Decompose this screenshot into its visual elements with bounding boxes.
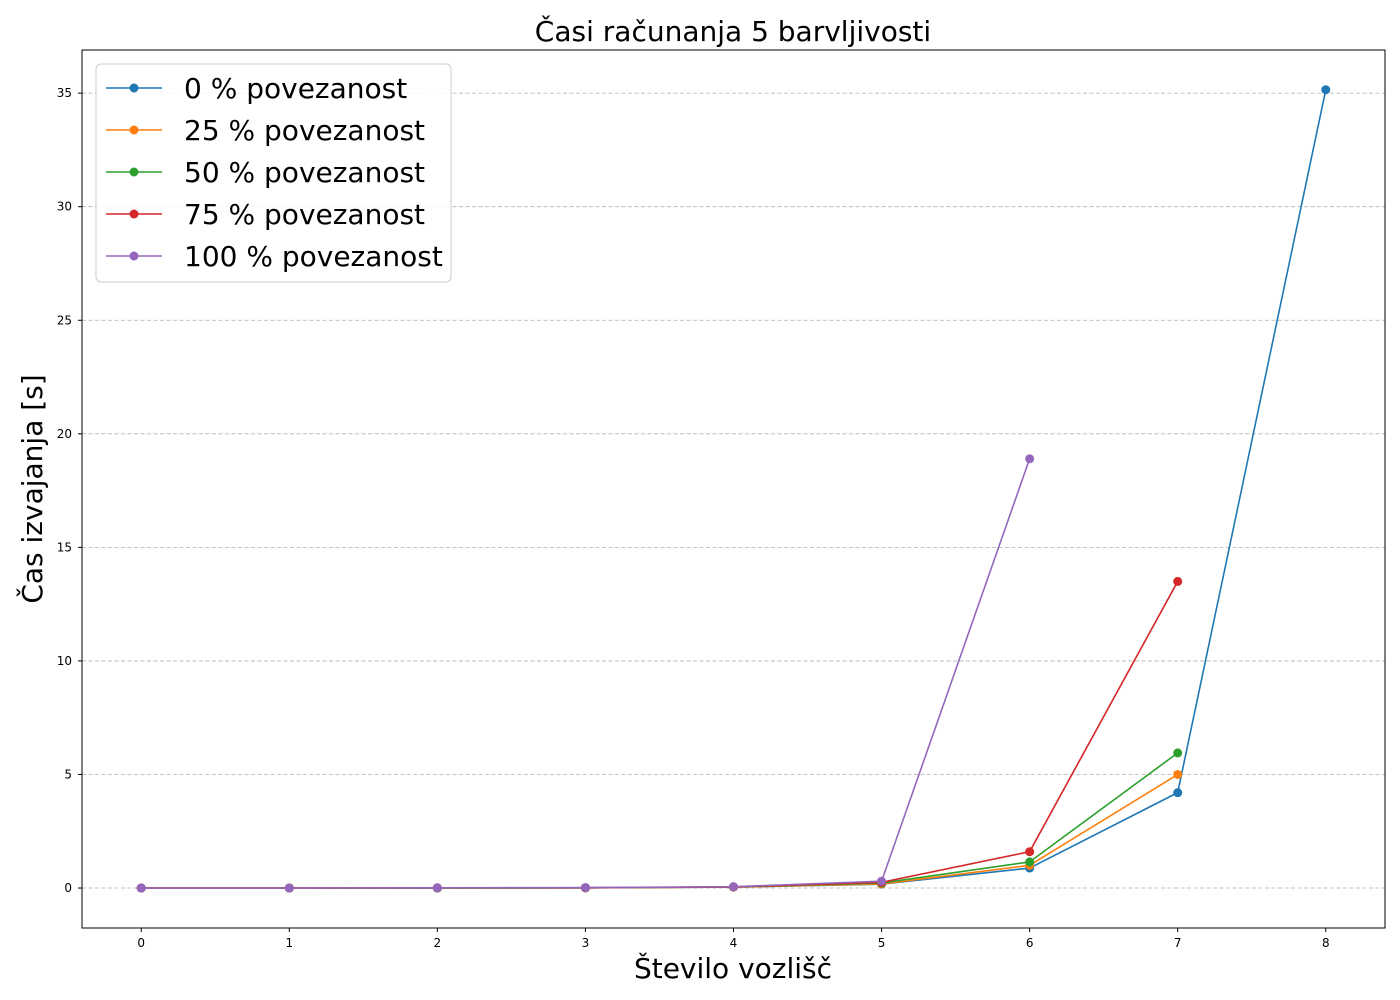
data-point bbox=[580, 883, 590, 893]
y-tick-label: 0 bbox=[64, 881, 72, 895]
legend-marker bbox=[129, 125, 139, 135]
legend-label: 75 % povezanost bbox=[184, 198, 425, 231]
x-tick-label: 4 bbox=[730, 936, 738, 950]
legend-item: 75 % povezanost bbox=[106, 198, 425, 231]
legend-label: 100 % povezanost bbox=[184, 240, 443, 273]
y-tick-label: 30 bbox=[57, 200, 72, 214]
legend: 0 % povezanost 25 % povezanost 50 % poveza… bbox=[95, 63, 452, 283]
data-point bbox=[729, 882, 738, 892]
series-100-povezanost bbox=[136, 454, 1035, 893]
x-tick-label: 8 bbox=[1322, 936, 1330, 950]
data-point bbox=[1173, 769, 1183, 779]
data-point bbox=[136, 883, 146, 893]
x-tick-label: 6 bbox=[1026, 936, 1034, 950]
x-tick-label: 3 bbox=[582, 936, 590, 950]
data-point bbox=[1173, 788, 1183, 798]
data-point bbox=[1025, 857, 1035, 867]
x-axis-label: Število vozlišč bbox=[634, 951, 832, 985]
data-point bbox=[1173, 748, 1183, 758]
legend-label: 50 % povezanost bbox=[184, 156, 425, 189]
data-point bbox=[284, 883, 294, 893]
y-tick-label: 10 bbox=[57, 654, 72, 668]
legend-marker bbox=[129, 209, 139, 219]
data-point bbox=[1173, 576, 1183, 586]
chart-title: Časi računanja 5 barvljivosti bbox=[535, 14, 931, 48]
x-tick-label: 1 bbox=[285, 936, 293, 950]
series-layer bbox=[136, 85, 1331, 893]
x-axis-ticks: 0 1 2 3 4 5 6 7 8 bbox=[137, 928, 1330, 950]
data-point bbox=[877, 876, 887, 886]
y-tick-label: 5 bbox=[64, 767, 72, 781]
y-axis-ticks: 0 5 10 15 20 25 30 35 bbox=[57, 86, 82, 895]
y-tick-label: 25 bbox=[57, 313, 72, 327]
y-axis-label: Čas izvajanja [s] bbox=[15, 374, 49, 603]
x-tick-label: 5 bbox=[878, 936, 886, 950]
legend-box bbox=[95, 63, 452, 283]
legend-item: 50 % povezanost bbox=[106, 156, 425, 189]
legend-item: 0 % povezanost bbox=[106, 72, 407, 105]
legend-label: 0 % povezanost bbox=[184, 72, 407, 105]
x-tick-label: 2 bbox=[434, 936, 442, 950]
data-point bbox=[1025, 454, 1035, 464]
x-tick-label: 7 bbox=[1174, 936, 1182, 950]
legend-marker bbox=[129, 83, 139, 93]
x-tick-label: 0 bbox=[137, 936, 145, 950]
y-tick-label: 20 bbox=[57, 427, 72, 441]
legend-item: 25 % povezanost bbox=[106, 114, 425, 147]
legend-marker bbox=[129, 251, 139, 261]
data-point bbox=[1025, 847, 1035, 857]
y-tick-label: 35 bbox=[57, 86, 72, 100]
y-tick-label: 15 bbox=[57, 540, 72, 554]
legend-label: 25 % povezanost bbox=[184, 114, 425, 147]
legend-marker bbox=[129, 167, 139, 177]
data-point bbox=[432, 883, 442, 893]
legend-item: 100 % povezanost bbox=[106, 240, 443, 273]
data-point bbox=[1321, 85, 1331, 95]
